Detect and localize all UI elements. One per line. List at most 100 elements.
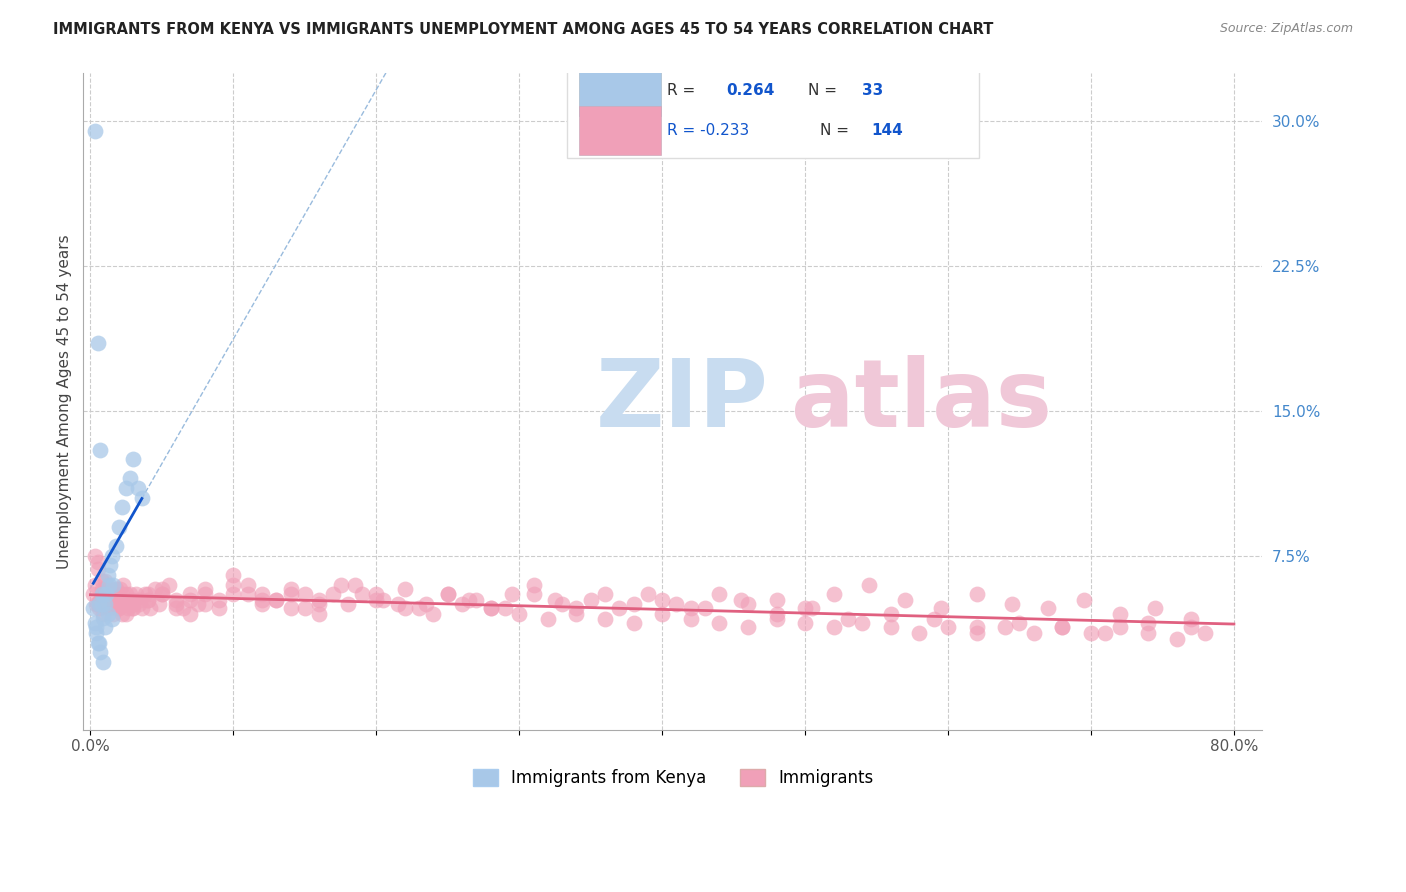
Text: ZIP: ZIP bbox=[596, 355, 769, 447]
Point bbox=[236, 587, 259, 601]
Point bbox=[264, 593, 287, 607]
Point bbox=[794, 600, 817, 615]
Point bbox=[408, 600, 430, 615]
Point bbox=[136, 593, 159, 607]
Text: Source: ZipAtlas.com: Source: ZipAtlas.com bbox=[1219, 22, 1353, 36]
Point bbox=[91, 607, 114, 621]
Point bbox=[125, 587, 148, 601]
Point bbox=[84, 597, 107, 611]
Point bbox=[101, 549, 124, 563]
Point bbox=[280, 600, 302, 615]
Point bbox=[103, 607, 125, 621]
Point bbox=[84, 626, 107, 640]
Point bbox=[86, 597, 108, 611]
Point bbox=[880, 620, 903, 634]
Point bbox=[86, 635, 108, 649]
Point bbox=[1080, 626, 1102, 640]
Point bbox=[179, 587, 201, 601]
Point bbox=[1001, 597, 1024, 611]
Point bbox=[394, 600, 416, 615]
Point bbox=[336, 597, 359, 611]
Point bbox=[415, 597, 437, 611]
Point bbox=[730, 593, 752, 607]
Point bbox=[1108, 620, 1130, 634]
Point bbox=[922, 612, 945, 626]
Point bbox=[84, 620, 107, 634]
Point bbox=[565, 600, 588, 615]
Point bbox=[108, 593, 131, 607]
Text: 144: 144 bbox=[870, 122, 903, 137]
Point bbox=[522, 587, 544, 601]
Point bbox=[422, 607, 444, 621]
Point bbox=[115, 607, 138, 621]
Point bbox=[150, 587, 173, 601]
Point bbox=[115, 597, 138, 611]
Point bbox=[83, 549, 105, 563]
Point bbox=[165, 600, 187, 615]
Point bbox=[929, 600, 952, 615]
Point bbox=[373, 593, 395, 607]
Point bbox=[89, 645, 111, 659]
Point bbox=[308, 597, 330, 611]
Point bbox=[858, 577, 880, 591]
Point bbox=[134, 587, 156, 601]
Point bbox=[96, 587, 118, 601]
Point bbox=[343, 577, 366, 591]
Point bbox=[936, 620, 959, 634]
Point bbox=[131, 491, 153, 505]
Point bbox=[122, 452, 145, 467]
Text: N =: N = bbox=[808, 83, 842, 98]
Point bbox=[651, 593, 673, 607]
Point bbox=[131, 600, 153, 615]
Point bbox=[465, 593, 488, 607]
Point bbox=[1166, 632, 1188, 646]
Point bbox=[709, 616, 731, 631]
Point bbox=[250, 597, 273, 611]
Point bbox=[90, 587, 112, 601]
Point bbox=[101, 582, 124, 596]
Point bbox=[1144, 600, 1167, 615]
Point bbox=[107, 600, 129, 615]
Point bbox=[522, 577, 544, 591]
Point bbox=[150, 582, 173, 596]
Point bbox=[236, 577, 259, 591]
Point bbox=[115, 587, 138, 601]
Point bbox=[111, 607, 134, 621]
Point bbox=[91, 655, 114, 669]
Point bbox=[479, 600, 502, 615]
Point bbox=[501, 587, 523, 601]
FancyBboxPatch shape bbox=[567, 56, 980, 158]
Point bbox=[250, 593, 273, 607]
Legend: Immigrants from Kenya, Immigrants: Immigrants from Kenya, Immigrants bbox=[465, 762, 880, 793]
Point bbox=[93, 582, 115, 596]
Point bbox=[96, 597, 118, 611]
Text: R = -0.233: R = -0.233 bbox=[666, 122, 749, 137]
Point bbox=[994, 620, 1017, 634]
Point bbox=[765, 607, 787, 621]
Point bbox=[637, 587, 659, 601]
Point bbox=[101, 593, 124, 607]
Point bbox=[98, 600, 121, 615]
Point bbox=[100, 593, 122, 607]
Point bbox=[908, 626, 931, 640]
Text: N =: N = bbox=[820, 122, 855, 137]
Point bbox=[101, 612, 124, 626]
Point bbox=[103, 577, 125, 591]
Point bbox=[87, 635, 110, 649]
Point bbox=[565, 607, 588, 621]
Point bbox=[157, 577, 180, 591]
Point bbox=[794, 616, 817, 631]
Point bbox=[544, 593, 567, 607]
Text: 0.264: 0.264 bbox=[725, 83, 775, 98]
Point bbox=[114, 593, 136, 607]
Point bbox=[294, 600, 316, 615]
Point bbox=[93, 587, 115, 601]
Point bbox=[83, 124, 105, 138]
Point bbox=[623, 616, 645, 631]
Point bbox=[122, 593, 145, 607]
Point bbox=[579, 593, 602, 607]
Point bbox=[83, 577, 105, 591]
Point bbox=[179, 593, 201, 607]
Point bbox=[458, 593, 481, 607]
Point bbox=[82, 587, 104, 601]
